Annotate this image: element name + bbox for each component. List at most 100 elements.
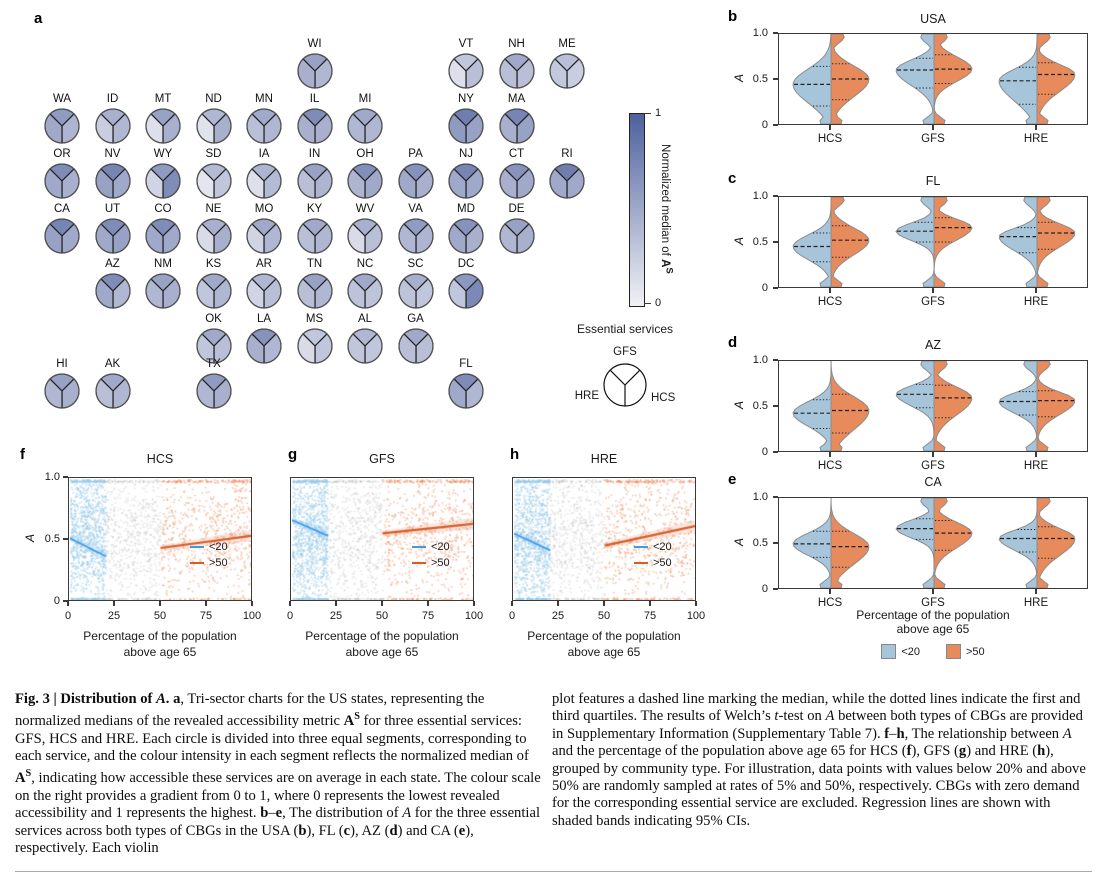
- x-tick-label: 0: [286, 610, 294, 622]
- state-tile-dc: DC: [440, 258, 492, 314]
- state-tile-or: OR: [36, 148, 88, 204]
- legend-item-lt20: <20: [412, 541, 450, 553]
- caption-segment: ) and HRE (: [966, 743, 1038, 760]
- state-tile-wi: WI: [289, 38, 341, 94]
- services-legend-circle: [603, 363, 647, 407]
- panel-a-letter: a: [34, 10, 43, 27]
- state-abbr: WI: [307, 38, 322, 50]
- violin-legend-item-lt20: <20: [881, 644, 920, 659]
- state-abbr: AZ: [105, 258, 120, 270]
- tri-sector-chart: [296, 218, 333, 254]
- category-label: HCS: [817, 597, 843, 609]
- state-abbr: NM: [154, 258, 172, 270]
- colorbar-gradient: [629, 113, 645, 307]
- x-axis-label-line2: above age 65: [345, 645, 419, 659]
- caption-segment: –: [889, 725, 897, 742]
- state-abbr: NV: [104, 148, 121, 160]
- x-tickmark: [113, 601, 115, 606]
- caption-segment: , indicating how accessible these servic…: [15, 770, 541, 822]
- y-tickmark: [773, 542, 778, 544]
- y-tickmark: [773, 359, 778, 361]
- y-tickmark: [773, 287, 778, 289]
- scatter-legend: <20 >50: [634, 541, 672, 569]
- tri-sector-chart: [296, 273, 333, 309]
- tri-sector-chart: [498, 218, 535, 254]
- legend-label-gt50: >50: [966, 645, 985, 658]
- services-legend-hcs: HCS: [651, 392, 676, 404]
- caption-segment: ), grouped by community type. For illust…: [552, 743, 1086, 829]
- caption-segment: A: [343, 713, 355, 730]
- state-abbr: GA: [407, 313, 424, 325]
- caption-segment: ), FL (: [306, 822, 344, 839]
- state-abbr: SC: [407, 258, 424, 270]
- y-tick-label: 0.5: [752, 73, 768, 85]
- category-label: HCS: [817, 460, 843, 472]
- state-abbr: TN: [306, 258, 323, 270]
- legend-label: >50: [653, 557, 672, 569]
- caption-segment: g: [958, 743, 967, 760]
- legend-swatch-orange: [946, 644, 961, 659]
- tri-sector-chart: [94, 108, 131, 144]
- x-tickmark: [557, 601, 559, 606]
- state-tile-md: MD: [440, 203, 492, 259]
- tri-sector-chart: [347, 328, 383, 364]
- state-abbr: MO: [254, 203, 274, 215]
- x-tick-label: 50: [597, 610, 611, 622]
- legend-line-blue: [190, 546, 204, 548]
- legend-label: >50: [431, 557, 450, 569]
- caption-segment: .: [165, 691, 174, 707]
- state-abbr: OH: [356, 148, 374, 160]
- x-tick-label: 25: [107, 610, 121, 622]
- x-tickmark: [67, 601, 69, 606]
- state-tile-pa: PA: [390, 148, 442, 204]
- caption-segment: for three essential services: GFS, HCS a…: [15, 713, 529, 765]
- x-tickmark: [381, 601, 383, 606]
- state-tile-tn: TN: [289, 258, 341, 314]
- state-abbr: TX: [206, 358, 221, 370]
- x-tickmark: [1035, 125, 1037, 130]
- x-tick-label: 100: [464, 610, 484, 622]
- state-abbr: NE: [205, 203, 222, 215]
- x-tick-label: 25: [551, 610, 565, 622]
- y-tick-label: 0: [761, 583, 768, 595]
- caption-segment: f: [906, 743, 912, 760]
- violins-svg: [792, 498, 1076, 588]
- tri-sector-chart: [44, 373, 80, 409]
- y-tickmark: [773, 195, 778, 197]
- panel-title: HRE: [590, 452, 618, 466]
- state-abbr: MD: [457, 203, 475, 215]
- legend-label: >50: [209, 557, 228, 569]
- state-tile-il: IL: [289, 93, 341, 149]
- state-abbr: NC: [356, 258, 374, 270]
- x-tickmark: [473, 601, 475, 606]
- state-abbr: MS: [305, 313, 324, 325]
- x-tickmark: [829, 125, 831, 130]
- tri-sector-chart: [94, 163, 131, 199]
- x-tickmark: [649, 601, 651, 606]
- state-abbr: LA: [256, 313, 272, 325]
- state-tile-id: ID: [87, 93, 139, 149]
- state-abbr: DE: [508, 203, 525, 215]
- violins-svg: [792, 34, 1076, 124]
- violin-panels: b USA A 1.0 0.5 0 HCS GFS HRE c FL A 1.0 0.5 0 HCS GFS HR…: [728, 8, 1088, 609]
- tri-sector-chart: [347, 273, 383, 309]
- state-tile-in: IN: [289, 148, 341, 204]
- tri-sector-chart: [397, 163, 434, 199]
- caption-left-column: Fig. 3 | Distribution of A. a, Tri-secto…: [15, 691, 548, 857]
- state-tile-sc: SC: [390, 258, 442, 314]
- state-tile-co: CO: [137, 203, 189, 259]
- legend-item-gt50: >50: [412, 557, 450, 569]
- state-tile-me: ME: [541, 38, 593, 94]
- tri-sector-chart: [448, 273, 484, 309]
- tri-sector-chart: [195, 218, 232, 254]
- state-tile-ne: NE: [188, 203, 240, 259]
- scatter-legend: <20 >50: [412, 541, 450, 569]
- caption-segment: ), respectively. Each violin: [15, 822, 474, 856]
- state-abbr: NY: [458, 93, 474, 105]
- tri-sector-chart: [397, 273, 434, 309]
- x-tickmark: [159, 601, 161, 606]
- state-abbr: WV: [355, 203, 375, 215]
- tri-sector-chart: [448, 163, 484, 199]
- x-axis-label-line1: Percentage of the population: [527, 629, 681, 643]
- y-tickmark: [63, 538, 68, 540]
